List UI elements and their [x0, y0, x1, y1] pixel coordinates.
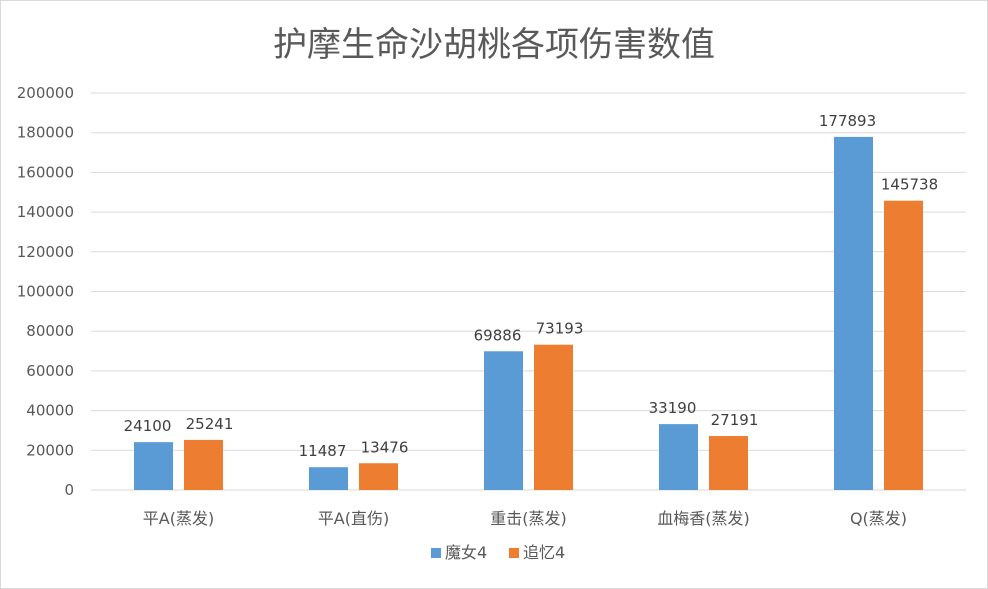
legend-item-series2: 追忆4: [509, 543, 565, 562]
legend-label: 魔女4: [445, 543, 487, 562]
bars: [134, 136, 923, 491]
data-label: 177893: [819, 112, 876, 130]
bar-series2: [884, 200, 923, 490]
data-label: 11487: [299, 442, 347, 460]
x-tick-label: 平A(直伤): [318, 509, 389, 528]
bar-series1: [309, 467, 348, 490]
bar-series2: [359, 463, 398, 490]
y-tick-label: 0: [64, 481, 74, 499]
x-tick-label: 重击(蒸发): [490, 509, 567, 528]
y-tick-label: 20000: [26, 441, 74, 459]
y-tick-label: 40000: [26, 402, 74, 420]
data-label: 25241: [186, 415, 234, 433]
y-tick-label: 100000: [17, 283, 74, 301]
data-label: 27191: [711, 411, 759, 429]
legend-swatch: [431, 548, 441, 558]
y-tick-label: 200000: [17, 84, 74, 102]
x-tick-label: Q(蒸发): [850, 509, 907, 528]
data-labels: 24100 25241 11487 13476 69886 73193 33190 27191…: [124, 112, 938, 460]
legend-swatch: [509, 548, 519, 558]
bar-series1: [659, 424, 698, 490]
x-tick-label: 平A(蒸发): [143, 509, 214, 528]
data-label: 69886: [474, 326, 522, 344]
bar-series1: [134, 442, 173, 490]
bar-series1: [484, 351, 523, 490]
data-label: 145738: [881, 176, 938, 194]
x-axis-ticks: 平A(蒸发) 平A(直伤) 重击(蒸发) 血梅香(蒸发) Q(蒸发): [143, 509, 907, 528]
legend-label: 追忆4: [523, 543, 565, 562]
data-label: 24100: [124, 417, 172, 435]
data-label: 73193: [536, 320, 584, 338]
legend: 魔女4 追忆4: [431, 543, 565, 562]
y-tick-label: 80000: [26, 322, 74, 340]
y-tick-label: 60000: [26, 362, 74, 380]
y-tick-label: 180000: [17, 124, 74, 142]
data-label: 33190: [649, 399, 697, 417]
y-axis-ticks: 0 20000 40000 60000 80000 100000 120000 140000 1…: [17, 84, 74, 499]
y-tick-label: 120000: [17, 243, 74, 261]
bar-series2: [709, 436, 748, 490]
legend-item-series1: 魔女4: [431, 543, 487, 562]
bar-series2: [184, 439, 223, 490]
y-tick-label: 160000: [17, 163, 74, 181]
bar-series2: [534, 344, 573, 490]
gridlines: [91, 92, 966, 491]
chart-title: 护摩生命沙胡桃各项伤害数值: [273, 25, 715, 65]
bar-series1: [834, 136, 873, 491]
data-label: 13476: [361, 438, 409, 456]
x-tick-label: 血梅香(蒸发): [657, 509, 750, 528]
y-tick-label: 140000: [17, 203, 74, 221]
